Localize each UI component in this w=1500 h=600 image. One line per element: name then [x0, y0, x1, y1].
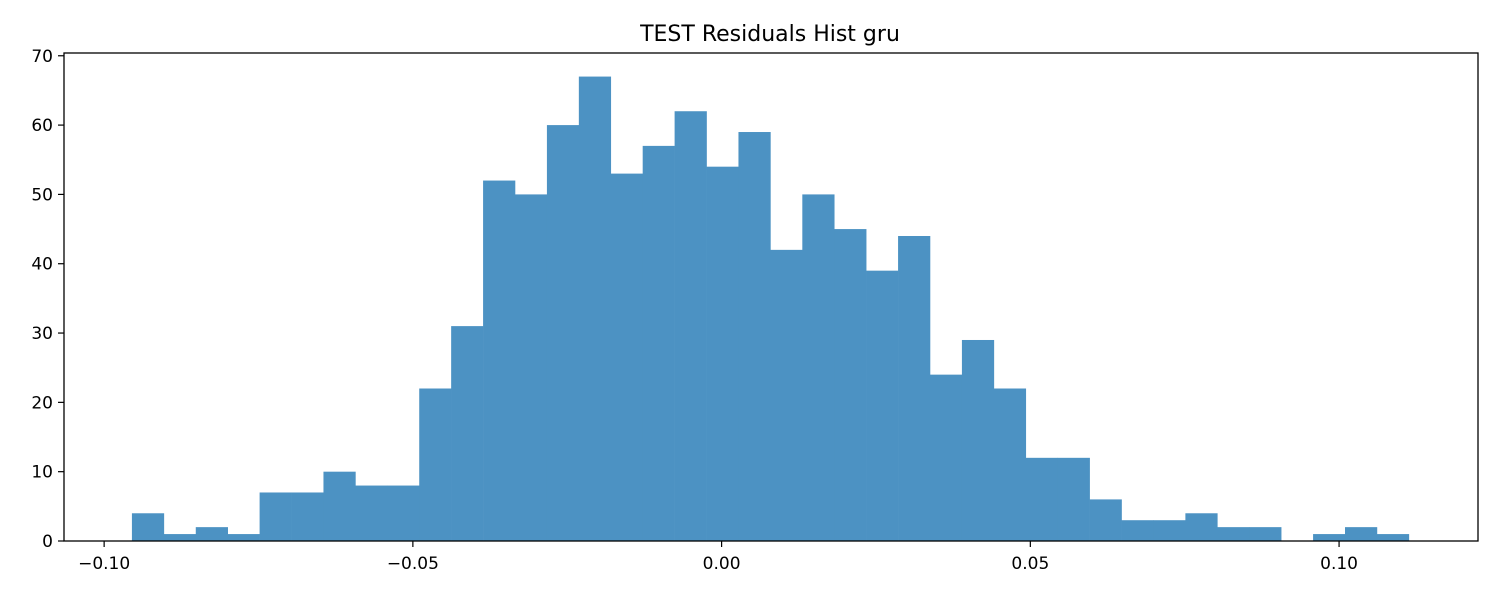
x-tick-label: −0.10 [78, 554, 130, 574]
y-tick-label: 40 [31, 255, 53, 275]
y-tick-label: 60 [31, 116, 53, 136]
histogram-bar [866, 270, 899, 541]
histogram-bar [355, 485, 388, 541]
histogram-bar [642, 145, 675, 541]
histogram-bar [610, 173, 643, 542]
y-tick-label: 20 [31, 393, 53, 413]
y-tick-label: 0 [42, 532, 53, 552]
histogram-bar [195, 527, 228, 541]
y-tick-label: 70 [31, 47, 53, 67]
chart-title: TEST Residuals Hist gru [639, 22, 900, 47]
x-axis-ticks: −0.10 −0.05 0.00 0.05 0.10 [78, 541, 1358, 574]
histogram-bar [674, 111, 707, 541]
histogram-bar [1345, 527, 1378, 541]
histogram-bar [1089, 499, 1122, 541]
histogram-bar [323, 471, 356, 541]
y-axis-ticks: 0 10 20 30 40 50 60 70 [31, 47, 64, 552]
histogram-bar [1185, 513, 1218, 541]
x-tick-label: −0.05 [387, 554, 439, 574]
histogram-bar [259, 492, 292, 541]
histogram-bar [1025, 457, 1058, 541]
histogram-bar [546, 125, 580, 541]
histogram-bar [451, 326, 484, 541]
histogram-bar [1376, 534, 1410, 541]
histogram-bar [770, 249, 803, 542]
histogram-bar [419, 388, 452, 541]
histogram-bar [1217, 527, 1250, 541]
histogram-bar [1249, 527, 1282, 541]
histogram-bar [738, 132, 771, 541]
histogram-bar [291, 492, 324, 541]
histogram-bar [578, 76, 612, 541]
histogram-bar [163, 534, 197, 541]
bars-group [131, 76, 1410, 542]
histogram-bar [131, 513, 165, 541]
x-tick-label: 0.05 [1011, 554, 1049, 574]
plot-frame [63, 52, 1479, 542]
histogram-bar [802, 194, 835, 541]
histogram-bar [834, 229, 867, 541]
histogram-bar [961, 339, 995, 541]
histogram-bar [1057, 457, 1090, 541]
x-tick-label: 0.00 [703, 554, 741, 574]
histogram-bar [993, 388, 1027, 541]
histogram-bar [1153, 520, 1186, 541]
y-tick-label: 50 [31, 185, 53, 205]
histogram-bar [1313, 534, 1346, 541]
histogram-bar [483, 180, 516, 542]
y-tick-label: 10 [31, 463, 53, 483]
histogram-bar [387, 485, 420, 541]
histogram-bar [227, 534, 260, 541]
x-tick-label: 0.10 [1320, 554, 1358, 574]
histogram-bar [706, 166, 739, 541]
histogram-bar [930, 374, 963, 541]
histogram-bar [515, 194, 548, 541]
y-tick-label: 30 [31, 324, 53, 344]
histogram-bar [898, 236, 931, 541]
histogram-bar [1121, 520, 1154, 541]
